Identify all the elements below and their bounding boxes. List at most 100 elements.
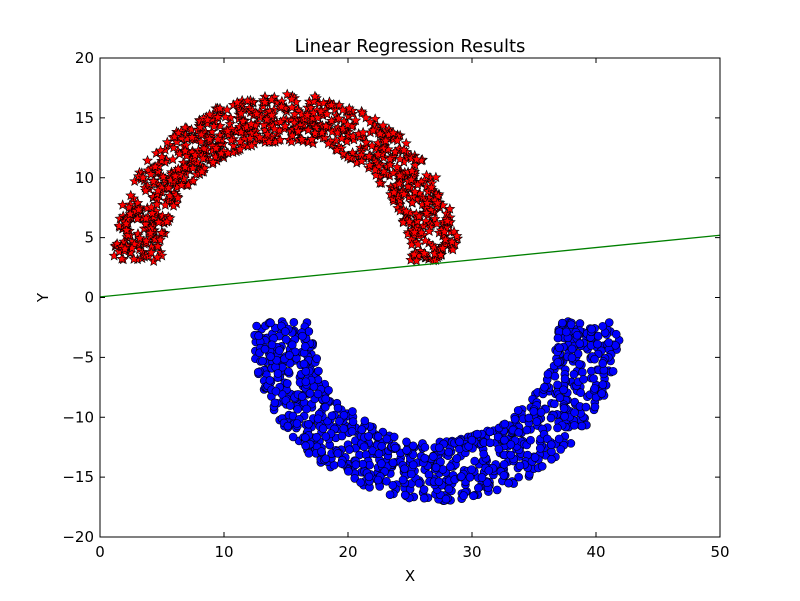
star-point — [400, 137, 412, 149]
star-point — [189, 149, 201, 160]
circle-point — [570, 408, 579, 417]
star-point — [309, 127, 321, 138]
circle-point — [382, 476, 391, 486]
circle-point — [567, 353, 577, 363]
star-point — [266, 109, 278, 121]
circle-point — [611, 329, 621, 339]
circle-point — [526, 435, 535, 445]
circle-point — [492, 485, 502, 495]
star-point — [393, 178, 405, 189]
circle-point — [587, 366, 596, 376]
star-point — [132, 197, 144, 208]
circle-point — [348, 417, 358, 426]
circle-point — [284, 367, 293, 376]
star-point — [440, 234, 452, 245]
circle-point — [313, 389, 323, 399]
star-point — [151, 198, 163, 210]
circle-point — [559, 404, 569, 413]
star-point — [169, 131, 181, 142]
circle-point — [575, 359, 584, 369]
circle-point — [500, 435, 509, 445]
circle-point — [360, 416, 370, 426]
circle-point — [351, 460, 361, 470]
circle-point — [537, 462, 547, 471]
star-point — [413, 210, 425, 222]
star-point — [161, 216, 173, 227]
star-point — [172, 192, 184, 203]
circle-point — [281, 335, 291, 344]
circle-point — [597, 389, 607, 398]
circle-point — [289, 318, 299, 327]
circle-point — [301, 433, 310, 442]
star-point — [194, 121, 206, 133]
star-point — [207, 156, 219, 168]
star-point — [356, 107, 368, 118]
star-point — [140, 235, 152, 246]
star-point — [343, 102, 355, 114]
star-point — [212, 111, 224, 123]
circle-point — [590, 384, 599, 393]
star-point — [403, 216, 415, 227]
y-tick-label: 10 — [75, 169, 94, 187]
circle-point — [304, 449, 314, 458]
star-point — [374, 128, 386, 139]
star-point — [342, 119, 354, 130]
circle-point — [494, 444, 504, 454]
star-point — [321, 108, 333, 119]
circle-point — [510, 414, 520, 424]
circle-point — [576, 388, 586, 398]
circle-point — [467, 435, 477, 445]
circle-point — [554, 434, 564, 444]
circle-point — [285, 401, 295, 410]
circle-point — [593, 339, 602, 349]
star-point — [145, 246, 157, 258]
star-point — [409, 186, 421, 197]
star-point — [412, 238, 424, 250]
circle-point — [348, 407, 357, 416]
chart-title: Linear Regression Results — [295, 36, 526, 57]
star-point — [360, 136, 372, 148]
circle-point — [335, 416, 344, 426]
star-point — [363, 150, 375, 162]
star-point — [326, 126, 338, 137]
star-point — [116, 253, 128, 264]
star-point — [356, 155, 368, 166]
circle-point — [420, 442, 430, 452]
circle-point — [252, 321, 261, 331]
star-point — [411, 255, 423, 266]
star-point — [374, 177, 386, 188]
star-point — [196, 166, 208, 177]
circle-point — [408, 441, 418, 451]
x-tick-label: 0 — [95, 543, 105, 561]
circle-point — [467, 465, 476, 474]
star-point — [446, 236, 458, 247]
circle-point — [469, 491, 478, 501]
star-point — [179, 161, 191, 172]
circle-point — [297, 392, 307, 401]
star-point — [137, 171, 149, 183]
x-tick-label: 20 — [338, 543, 357, 561]
star-point — [234, 135, 246, 147]
circle-point — [385, 490, 395, 500]
circle-point — [373, 432, 383, 441]
circle-point — [485, 438, 495, 448]
star-point — [172, 163, 184, 174]
star-point — [231, 96, 243, 108]
circle-point — [604, 318, 614, 327]
circle-point — [266, 318, 275, 328]
y-tick-label: −15 — [62, 468, 94, 486]
star-point — [347, 147, 359, 158]
star-point — [286, 136, 298, 147]
star-point — [155, 144, 167, 156]
circle-point — [299, 359, 309, 369]
star-point — [265, 94, 277, 105]
circle-point — [267, 340, 277, 350]
star-point — [429, 213, 441, 224]
circle-point — [266, 352, 275, 361]
star-point — [394, 169, 406, 181]
star-point — [331, 144, 343, 156]
star-point — [319, 132, 331, 143]
star-point — [367, 124, 379, 136]
circle-point — [301, 441, 310, 451]
star-point — [134, 232, 146, 244]
